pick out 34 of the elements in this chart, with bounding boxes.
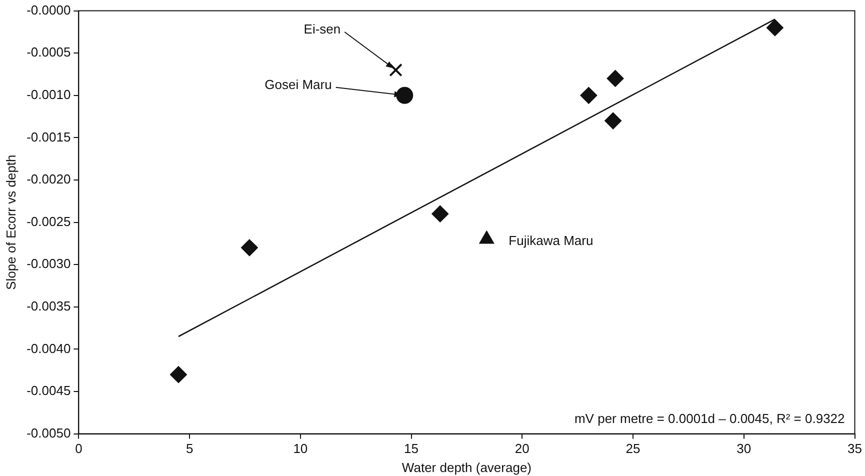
- y-tick-label: -0.0025: [26, 214, 71, 229]
- annotation: mV per metre = 0.0001d – 0.0045, R² = 0.9322: [574, 410, 845, 426]
- point: [606, 70, 624, 87]
- point: [396, 86, 414, 104]
- point: [432, 205, 449, 222]
- x-tick-label: 20: [514, 441, 530, 456]
- x-tick-label: 15: [404, 441, 419, 456]
- point: [580, 86, 598, 104]
- x-tick-label: 0: [75, 441, 82, 456]
- y-tick-label: -0.0050: [26, 425, 71, 440]
- y-tick-label: -0.0035: [26, 298, 71, 314]
- y-axis-title: Slope of Ecorr vs depth: [3, 154, 18, 290]
- point: [604, 112, 622, 130]
- x-tick-label: 10: [293, 441, 308, 456]
- point: [766, 19, 784, 36]
- point: [170, 366, 187, 384]
- y-tick-label: -0.0020: [26, 172, 71, 187]
- x-tick-label: 30: [736, 441, 752, 456]
- y-tick-label: -0.0000: [26, 2, 71, 18]
- y-tick-label: -0.0040: [26, 340, 71, 356]
- annotation: Fujikawa Maru: [508, 232, 594, 248]
- point: [389, 63, 402, 77]
- y-tick-label: -0.0030: [26, 256, 71, 272]
- y-tick-label: -0.0005: [26, 44, 71, 60]
- x-tick-label: 35: [848, 441, 862, 456]
- y-tick-label: -0.0010: [26, 86, 71, 102]
- x-axis-title: Water depth (average): [402, 460, 532, 475]
- y-tick-label: -0.0045: [26, 383, 71, 398]
- annotation: Ei-sen: [304, 22, 341, 37]
- point: [240, 239, 258, 256]
- y-tick-label: -0.0015: [26, 129, 71, 144]
- x-tick-label: 25: [626, 441, 640, 456]
- annotation: Gosei Maru: [264, 76, 332, 92]
- x-tick-label: 5: [186, 441, 194, 456]
